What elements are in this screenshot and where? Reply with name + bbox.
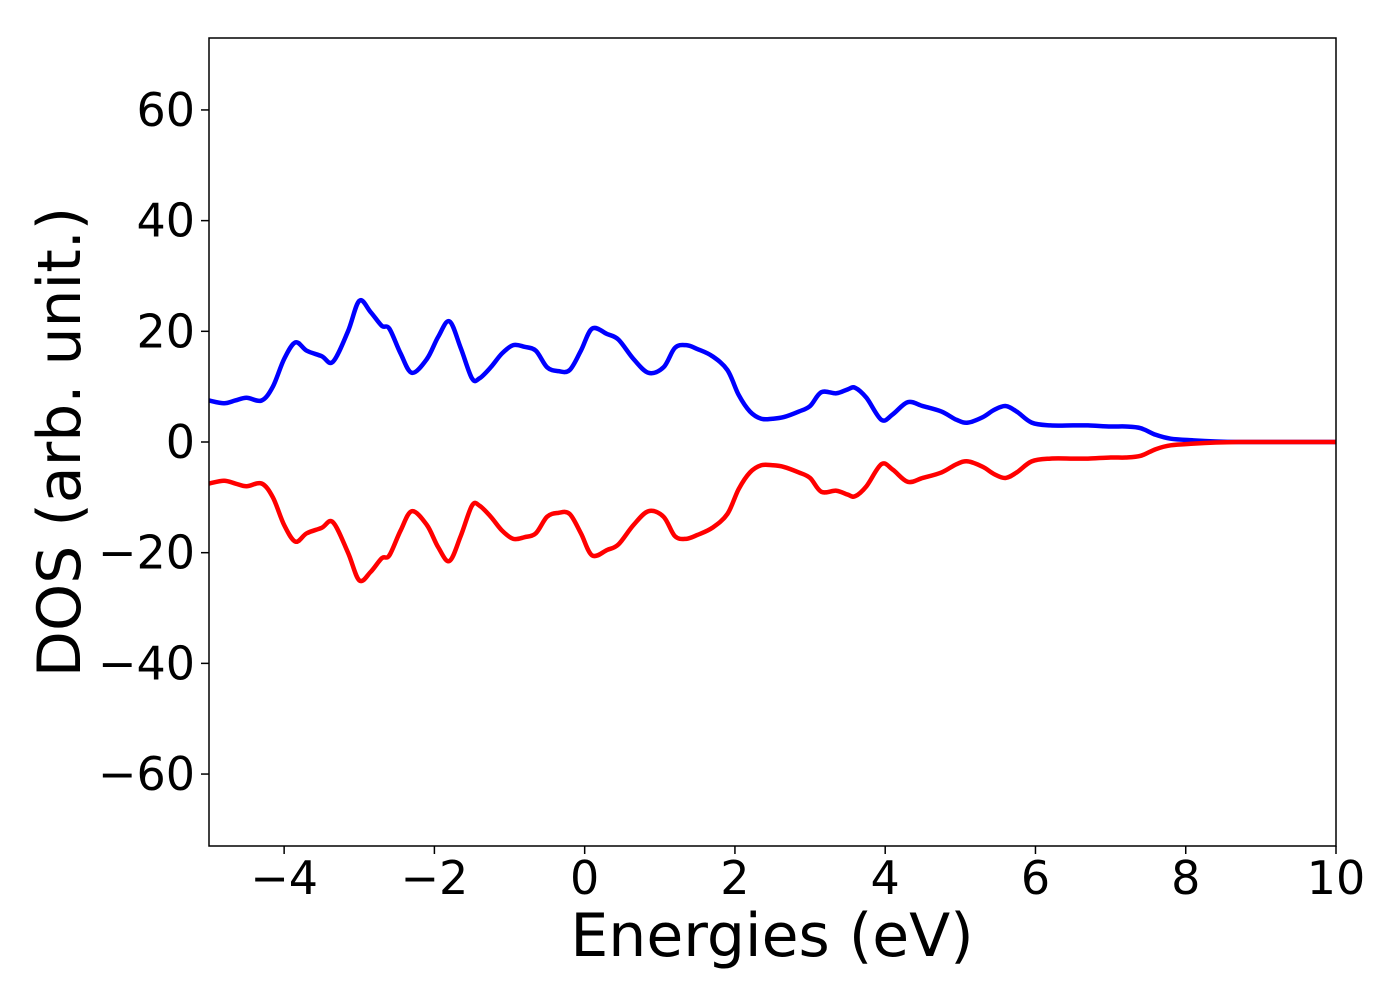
x-tick-label: 10	[1307, 851, 1366, 905]
series-layer	[209, 298, 1336, 584]
y-tick-label: 40	[136, 194, 195, 248]
y-tick-label: −40	[98, 636, 195, 690]
plot-frame	[208, 37, 1337, 847]
y-tick-label: 60	[136, 83, 195, 137]
x-tick-label: 2	[720, 851, 749, 905]
x-axis-title: Energies (eV)	[570, 901, 973, 971]
y-tick-label: 20	[136, 304, 195, 358]
x-tick-label: 6	[1021, 851, 1050, 905]
y-tick-label: −60	[98, 747, 195, 801]
x-tick-label: 0	[570, 851, 599, 905]
y-axis: 60 40 20 0 −20 −40 −60	[98, 83, 209, 801]
x-tick-label: 8	[1171, 851, 1200, 905]
x-axis: −4 −2 0 2 4 6 8 10	[250, 846, 1365, 905]
series-line-positive	[209, 298, 1336, 445]
x-tick-label: −2	[400, 851, 468, 905]
x-tick-label: 4	[871, 851, 900, 905]
y-axis-title: DOS (arb. unit.)	[25, 207, 95, 677]
series-line-negative	[209, 439, 1336, 584]
y-tick-label: −20	[98, 526, 195, 580]
x-tick-label: −4	[250, 851, 318, 905]
y-tick-label: 0	[166, 415, 195, 469]
